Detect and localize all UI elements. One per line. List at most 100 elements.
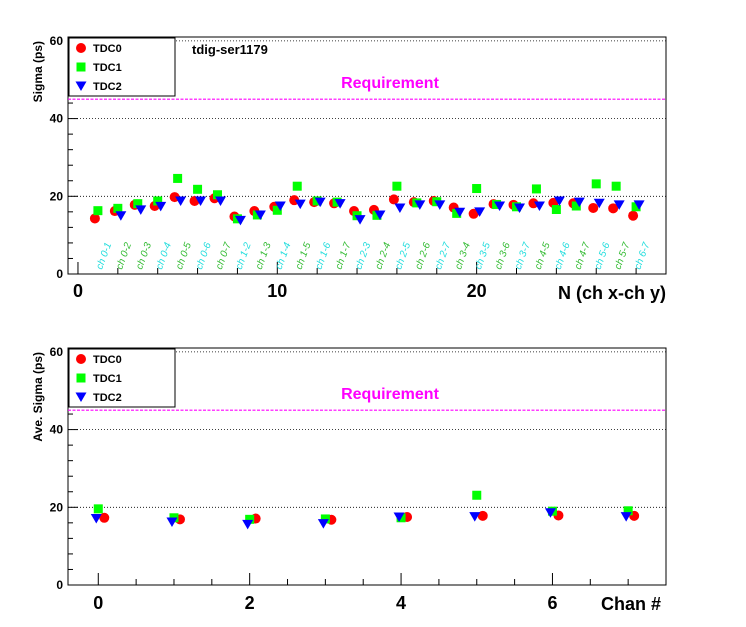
data-point-tdc1 (531, 184, 541, 194)
data-point-tdc2 (434, 200, 446, 210)
channel-pair-label: ch 0-2 (114, 241, 134, 271)
legend-label: TDC0 (93, 354, 122, 366)
channel-pair-label: ch 2-5 (393, 241, 413, 271)
data-point-tdc2 (317, 519, 329, 529)
data-point-tdc2 (393, 512, 405, 523)
data-point-tdc1 (631, 202, 641, 212)
channel-pair-label: ch 2-4 (373, 241, 393, 271)
channel-pair-label: ch 5-6 (593, 241, 613, 271)
data-point-tdc0 (588, 202, 599, 213)
data-point-tdc2 (414, 200, 426, 210)
data-point-tdc1 (320, 514, 330, 524)
data-point-tdc1 (623, 506, 633, 516)
channel-pair-label: ch 1-2 (234, 241, 254, 271)
plot-frame (67, 36, 667, 275)
data-point-tdc0 (99, 512, 110, 523)
x-axis-label: Chan # (601, 594, 661, 614)
data-point-tdc0 (89, 213, 100, 224)
data-point-tdc2 (354, 215, 366, 225)
channel-pair-label: ch 2-3 (354, 241, 374, 271)
y-tick-label: 0 (56, 267, 63, 281)
channel-pair-label: ch 4-7 (573, 241, 593, 271)
data-point-tdc2 (474, 207, 486, 217)
y-tick-label: 40 (50, 423, 64, 437)
serial-annotation: tdig-ser1179 (192, 42, 268, 57)
data-point-tdc1 (611, 181, 621, 191)
channel-pair-label: ch 2-7 (433, 241, 453, 271)
legend-marker (76, 43, 86, 53)
data-point-tdc0 (628, 210, 639, 221)
data-point-tdc2 (234, 215, 246, 226)
data-point-tdc2 (469, 512, 481, 522)
channel-pair-label: ch 1-5 (294, 241, 314, 271)
data-point-tdc1 (252, 210, 262, 220)
data-point-tdc2 (334, 199, 346, 209)
legend-box (68, 37, 176, 97)
legend-label: TDC1 (93, 373, 122, 385)
legend-label: TDC0 (93, 43, 122, 55)
channel-pair-label: ch 0-5 (174, 241, 194, 271)
legend-label: TDC2 (93, 81, 122, 93)
data-point-tdc2 (314, 197, 326, 208)
data-point-tdc1 (133, 199, 143, 209)
data-point-tdc1 (551, 205, 561, 215)
data-point-tdc2 (195, 196, 207, 206)
requirement-label: Requirement (341, 386, 439, 403)
x-tick-label: 0 (93, 593, 103, 613)
data-point-tdc2 (620, 512, 632, 522)
data-point-tdc1 (173, 173, 183, 183)
data-point-tdc2 (166, 517, 178, 528)
channel-pair-label: ch 0-6 (194, 241, 214, 271)
data-point-tdc1 (591, 179, 601, 189)
data-point-tdc2 (90, 514, 102, 524)
data-point-tdc2 (593, 198, 605, 209)
data-point-tdc2 (533, 201, 545, 212)
data-point-tdc1 (452, 208, 462, 218)
y-axis-label: Ave. Sigma (ps) (31, 352, 45, 442)
channel-pair-label: ch 3-4 (453, 241, 473, 271)
data-point-tdc1 (93, 206, 103, 216)
y-axis-label: Sigma (ps) (31, 41, 45, 102)
channel-pair-label: ch 3-7 (513, 241, 533, 271)
legend-box (68, 348, 176, 408)
data-point-tdc1 (292, 181, 302, 191)
data-point-tdc1 (472, 490, 482, 500)
channel-pair-label: ch 6-7 (633, 241, 653, 271)
channel-pair-label: ch 0-1 (94, 241, 114, 271)
data-point-tdc2 (155, 201, 167, 212)
channel-pair-label: ch 0-3 (134, 241, 154, 271)
data-point-tdc1 (153, 196, 163, 206)
data-point-tdc2 (633, 200, 645, 210)
data-point-tdc2 (544, 508, 556, 518)
data-point-tdc1 (93, 504, 103, 514)
channel-pair-label: ch 4-6 (553, 241, 573, 271)
x-tick-label: 0 (73, 281, 83, 301)
plot-frame (67, 347, 667, 586)
data-point-tdc2 (215, 196, 226, 206)
channel-pair-label: ch 0-4 (154, 241, 174, 271)
legend-marker (75, 392, 87, 402)
legend-label: TDC1 (93, 62, 122, 74)
x-tick-label: 2 (245, 593, 255, 613)
x-tick-label: 10 (267, 281, 287, 301)
y-tick-label: 0 (56, 578, 63, 592)
x-axis-label: N (ch x-ch y) (558, 283, 666, 303)
y-tick-label: 20 (50, 189, 64, 203)
data-point-tdc2 (514, 203, 525, 213)
channel-pair-label: ch 0-7 (214, 241, 234, 271)
data-point-tdc1 (213, 190, 222, 200)
y-tick-label: 60 (50, 34, 64, 48)
data-point-tdc1 (193, 184, 203, 194)
data-point-tdc2 (242, 519, 254, 530)
legend-marker (76, 354, 86, 364)
channel-pair-label: ch 1-7 (334, 241, 354, 271)
data-point-tdc0 (468, 208, 479, 219)
y-tick-label: 20 (50, 500, 64, 514)
data-point-tdc2 (454, 207, 466, 218)
channel-pair-label: ch 1-3 (254, 241, 274, 271)
chart-sigma-per-pair: 0 20 40 60 0 10 20 N (ch x-ch y) Sigma (ps) Requi… (31, 34, 667, 303)
data-point-tdc2 (573, 197, 585, 208)
data-point-tdc1 (392, 181, 402, 191)
